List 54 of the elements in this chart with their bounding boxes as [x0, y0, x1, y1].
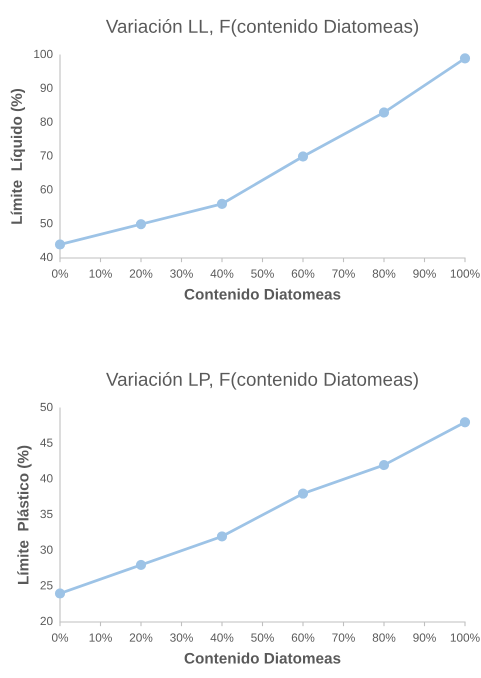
- y-tick-label: 80: [40, 117, 53, 126]
- point: [136, 219, 146, 230]
- x-tick-label: 80%: [372, 633, 396, 642]
- x-tick-label: 90%: [413, 269, 436, 278]
- y-tick-label: 40: [40, 474, 53, 482]
- x-tick-label: 30%: [170, 269, 193, 278]
- y-tick-label: 20: [40, 616, 53, 626]
- x-tick-label: 50%: [251, 633, 274, 642]
- point: [460, 53, 470, 64]
- y-axis-title: Límite Líquido (%): [10, 88, 26, 224]
- x-tick-label: 0%: [52, 633, 68, 642]
- point: [298, 488, 308, 499]
- point: [460, 417, 470, 428]
- x-tick-label: 90%: [413, 633, 436, 642]
- x-tick-label: 0%: [52, 269, 68, 278]
- x-tick-label: 10%: [90, 269, 112, 278]
- y-tick-label: 70: [40, 151, 53, 160]
- x-tick-label: 40%: [210, 269, 234, 278]
- point: [54, 239, 66, 250]
- y-tick-label: 90: [40, 84, 53, 92]
- x-tick-label: 40%: [210, 633, 234, 642]
- point: [378, 107, 390, 118]
- y-tick-label: 40: [40, 252, 53, 262]
- y-axis-title: Límite Plástico (%): [17, 446, 32, 584]
- chart-title: Variación LP, F(contenido Diatomeas): [106, 372, 418, 390]
- y-tick-label: 25: [40, 581, 53, 590]
- y-tick-label: 60: [40, 185, 53, 194]
- x-tick-label: 10%: [90, 633, 112, 642]
- y-tick-label: 35: [40, 510, 53, 518]
- x-axis-title: Contenido Diatomeas: [184, 652, 340, 664]
- x-tick-label: 50%: [251, 269, 274, 278]
- x-tick-label: 70%: [332, 633, 355, 642]
- point: [54, 588, 66, 599]
- x-tick-label: 30%: [170, 633, 193, 642]
- point: [216, 198, 228, 209]
- x-axis-title: Contenido Diatomeas: [184, 288, 340, 300]
- chart-title: Variación LL, F(contenido Diatomeas): [106, 18, 418, 37]
- x-tick-label: 70%: [332, 269, 355, 278]
- x-tick-label: 60%: [292, 633, 314, 642]
- y-tick-label: 30: [40, 545, 53, 554]
- x-tick-label: 100%: [450, 269, 480, 278]
- x-tick-label: 20%: [130, 633, 152, 642]
- x-tick-label: 80%: [372, 269, 396, 278]
- point: [378, 460, 390, 470]
- y-tick-label: 45: [40, 438, 53, 447]
- point: [136, 560, 146, 570]
- x-tick-label: 100%: [450, 633, 480, 642]
- point: [216, 531, 228, 542]
- y-tick-label: 100: [34, 50, 53, 58]
- y-tick-label: 50: [40, 402, 53, 412]
- point: [298, 151, 308, 162]
- x-tick-label: 20%: [130, 269, 152, 278]
- x-tick-label: 60%: [292, 269, 314, 278]
- y-tick-label: 50: [40, 218, 53, 228]
